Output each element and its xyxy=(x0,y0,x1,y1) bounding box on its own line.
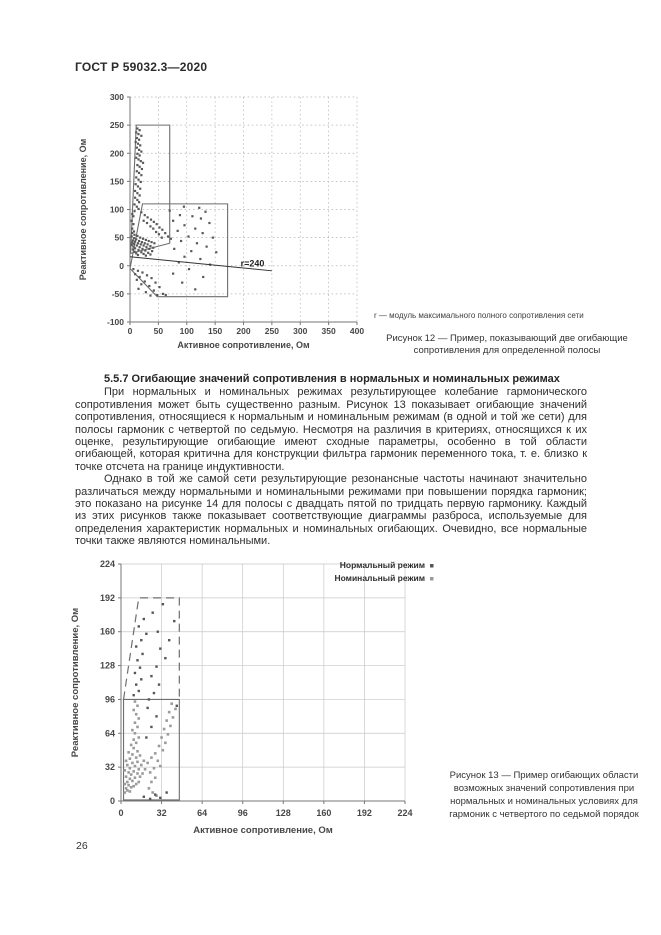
radius-annotation-label: r=240 xyxy=(241,258,265,268)
y-axis-title: Реактивное сопротивление, Ом xyxy=(78,138,88,280)
svg-text:32: 32 xyxy=(157,808,167,818)
svg-text:32: 32 xyxy=(105,762,115,772)
grid xyxy=(129,96,358,323)
svg-text:96: 96 xyxy=(105,694,115,704)
tick-labels: 0 32 64 96 128 160 192 224 0 32 64 96 128 160 192 224 xyxy=(100,559,413,818)
x-axis-title: Активное сопротивление, Ом xyxy=(177,340,310,350)
svg-text:96: 96 xyxy=(238,808,248,818)
svg-text:300: 300 xyxy=(293,326,307,336)
svg-text:400: 400 xyxy=(350,326,364,336)
envelope-dashed xyxy=(122,597,180,700)
svg-text:200: 200 xyxy=(236,326,250,336)
svg-text:150: 150 xyxy=(110,176,124,186)
x-axis-title: Активное сопротивление, Ом xyxy=(193,825,333,836)
section-paragraph-2: Однако в той же самой сети результирующи… xyxy=(75,473,587,548)
tick-labels: 0 50 100 150 200 250 300 350 400 -100 -50 0 50 100 150… xyxy=(107,92,364,336)
grid xyxy=(120,563,406,802)
svg-text:50: 50 xyxy=(115,233,125,243)
svg-text:192: 192 xyxy=(100,593,115,603)
svg-text:224: 224 xyxy=(397,808,412,818)
svg-text:-100: -100 xyxy=(107,317,124,327)
figure-12-footnote: r — модуль максимального полного сопроти… xyxy=(374,311,584,320)
svg-text:0: 0 xyxy=(118,808,123,818)
radius-annotation-line xyxy=(129,256,272,272)
svg-text:200: 200 xyxy=(110,148,124,158)
scatter-series xyxy=(132,603,178,801)
svg-text:128: 128 xyxy=(100,661,115,671)
svg-text:64: 64 xyxy=(105,728,115,738)
section-paragraph-1: При нормальных и номинальных режимах рез… xyxy=(75,386,587,473)
figure-12-caption: Рисунок 12 — Пример, показывающий две ог… xyxy=(386,333,628,356)
document-header: ГОСТ Р 59032.3—2020 xyxy=(75,60,208,74)
svg-text:100: 100 xyxy=(110,205,124,215)
legend-label: Нормальный режим xyxy=(340,560,425,570)
svg-text:150: 150 xyxy=(208,326,222,336)
svg-text:192: 192 xyxy=(357,808,372,818)
svg-text:250: 250 xyxy=(110,120,124,130)
svg-text:160: 160 xyxy=(100,627,115,637)
svg-text:0: 0 xyxy=(110,796,115,806)
svg-text:-50: -50 xyxy=(112,289,125,299)
figure-13-impedance-scatter-chart: 0 32 64 96 128 160 192 224 0 32 64 96 128 160 192 224 Ак… xyxy=(70,559,434,836)
scatter-series xyxy=(123,700,177,798)
svg-text:250: 250 xyxy=(265,326,279,336)
envelope-solid xyxy=(129,203,229,298)
section-heading: 5.5.7 Огибающие значений сопротивления в… xyxy=(104,373,560,385)
scatter-series xyxy=(130,127,218,297)
svg-text:50: 50 xyxy=(154,326,164,336)
legend-label: Номинальный режим xyxy=(334,573,425,583)
svg-text:350: 350 xyxy=(322,326,336,336)
svg-text:0: 0 xyxy=(128,326,133,336)
svg-text:0: 0 xyxy=(119,261,124,271)
svg-text:160: 160 xyxy=(316,808,331,818)
figure-12-impedance-scatter-chart: 0 50 100 150 200 250 300 350 400 -100 -50 0 50 100 150… xyxy=(78,92,364,350)
svg-text:128: 128 xyxy=(276,808,291,818)
page-number: 26 xyxy=(76,840,88,852)
figure-13-caption: Рисунок 13 — Пример огибающих области во… xyxy=(449,770,639,820)
svg-text:100: 100 xyxy=(180,326,194,336)
legend-marker xyxy=(430,564,434,568)
y-axis-title: Реактивное сопротивление, Ом xyxy=(70,608,81,757)
svg-text:64: 64 xyxy=(197,808,207,818)
legend-marker xyxy=(430,577,434,581)
svg-text:224: 224 xyxy=(100,559,115,569)
section-5-5-7: 5.5.7 Огибающие значений сопротивления в… xyxy=(75,373,587,548)
svg-text:300: 300 xyxy=(110,92,124,102)
envelope-solid xyxy=(122,698,180,801)
envelope-solid xyxy=(129,124,171,255)
